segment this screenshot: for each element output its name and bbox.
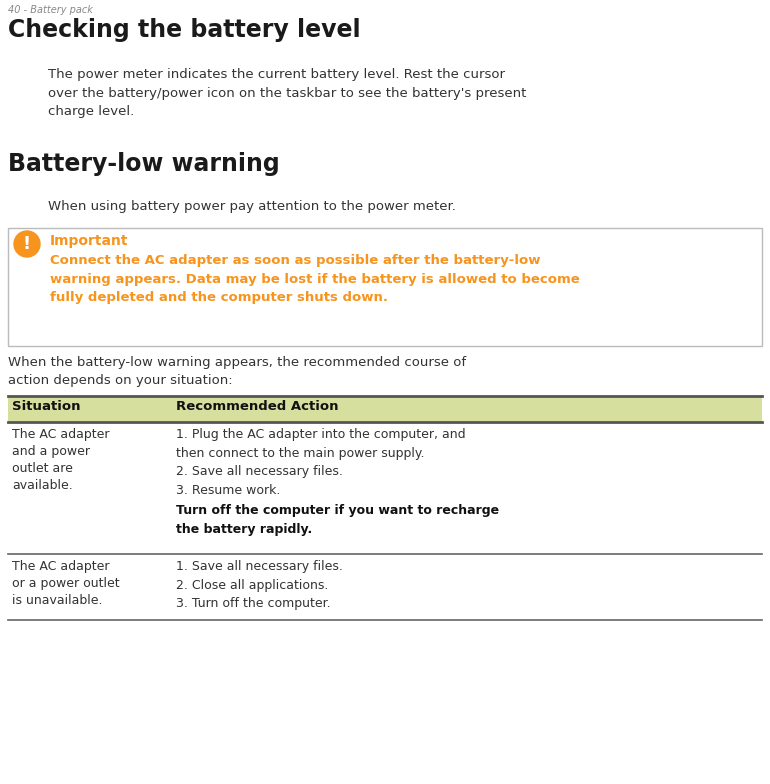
Text: When using battery power pay attention to the power meter.: When using battery power pay attention t… bbox=[48, 200, 456, 213]
Text: The AC adapter: The AC adapter bbox=[12, 560, 109, 573]
Circle shape bbox=[14, 231, 40, 257]
Bar bbox=[8, 396, 762, 422]
Bar bbox=[8, 228, 762, 346]
Text: 40 - Battery pack: 40 - Battery pack bbox=[8, 5, 93, 15]
Text: outlet are: outlet are bbox=[12, 462, 73, 475]
Text: 1. Plug the AC adapter into the computer, and
then connect to the main power sup: 1. Plug the AC adapter into the computer… bbox=[176, 428, 466, 496]
Text: !: ! bbox=[23, 235, 31, 253]
Text: or a power outlet: or a power outlet bbox=[12, 577, 119, 590]
Text: Checking the battery level: Checking the battery level bbox=[8, 18, 360, 42]
Text: Important: Important bbox=[50, 234, 129, 248]
Text: 1. Save all necessary files.
2. Close all applications.
3. Turn off the computer: 1. Save all necessary files. 2. Close al… bbox=[176, 560, 343, 610]
Text: The power meter indicates the current battery level. Rest the cursor
over the ba: The power meter indicates the current ba… bbox=[48, 68, 527, 118]
Text: available.: available. bbox=[12, 479, 72, 492]
Text: Battery-low warning: Battery-low warning bbox=[8, 152, 280, 176]
Text: Recommended Action: Recommended Action bbox=[176, 400, 339, 413]
Text: Situation: Situation bbox=[12, 400, 81, 413]
Text: is unavailable.: is unavailable. bbox=[12, 594, 102, 607]
Text: The AC adapter: The AC adapter bbox=[12, 428, 109, 441]
Text: When the battery-low warning appears, the recommended course of
action depends o: When the battery-low warning appears, th… bbox=[8, 356, 466, 387]
Text: and a power: and a power bbox=[12, 445, 90, 458]
Text: Turn off the computer if you want to recharge
the battery rapidly.: Turn off the computer if you want to rec… bbox=[176, 504, 499, 535]
Text: Connect the AC adapter as soon as possible after the battery-low
warning appears: Connect the AC adapter as soon as possib… bbox=[50, 254, 580, 304]
